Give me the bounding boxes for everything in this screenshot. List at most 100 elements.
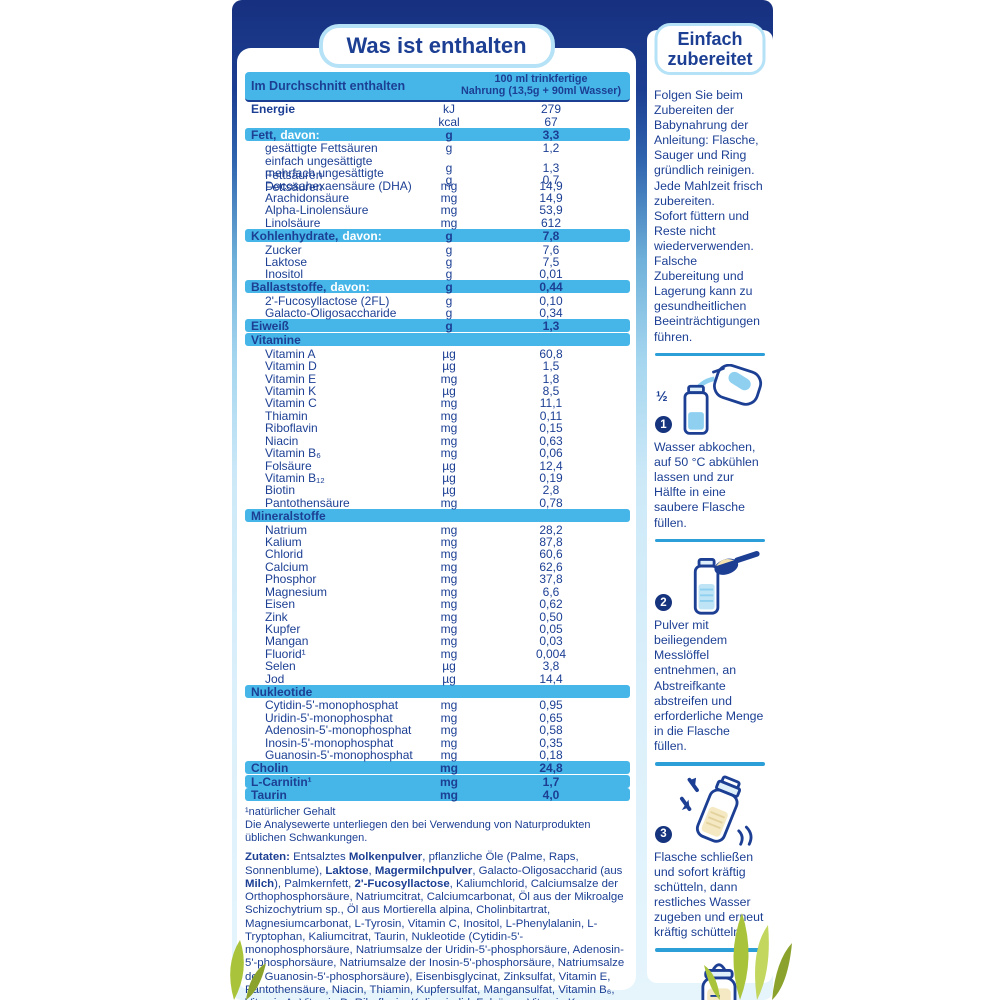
nutrition-row: 2'-Fucosyllactose (2FL) g 0,10 <box>245 294 630 308</box>
half-quantity-badge: ½ <box>656 388 668 405</box>
preparation-title-pill: Einfach zubereitet <box>654 23 766 75</box>
nutrient-value: 0,19 <box>539 471 563 486</box>
nutrient-label: Calcium <box>265 559 309 574</box>
nutrient-value: 53,9 <box>539 203 563 218</box>
nutrient-label: Eisen <box>265 597 296 612</box>
nutrient-value: 0,11 <box>539 408 563 423</box>
nutrient-value: 1,5 <box>542 359 560 374</box>
nutrition-row: Kupfer mg 0,05 <box>245 622 630 636</box>
nutrient-unit: mg <box>440 371 458 386</box>
nutrition-row: Phosphor mg 37,8 <box>245 572 630 587</box>
nutrient-unit: mg <box>440 408 458 423</box>
nutrition-row: Magnesium mg 6,6 <box>245 584 630 599</box>
nutrient-unit: µg <box>442 346 456 361</box>
nutrient-unit: mg <box>440 433 458 448</box>
nutrient-unit: mg <box>440 735 458 750</box>
nutrition-row: Calcium mg 62,6 <box>245 559 630 574</box>
intro-paragraph: Sofort füttern und Reste nicht wiederver… <box>654 208 754 253</box>
nutrient-label: Taurin <box>251 788 287 803</box>
nutrient-value: 62,6 <box>539 559 563 574</box>
nutrition-row: Docosahexaensäure (DHA) mg 14,9 <box>245 179 630 193</box>
nutrition-row: Vitamin D µg 1,5 <box>245 359 630 374</box>
footnote-analysis: Die Analysewerte unterliegen den bei Ver… <box>245 819 591 845</box>
nutrition-row: L-Carnitin¹ mg 1,7 <box>245 774 630 789</box>
nutrient-unit: mg <box>440 191 458 205</box>
nutrient-label: L-Carnitin¹ <box>251 774 312 789</box>
nutrient-value: 2,8 <box>542 483 560 498</box>
nutrition-row: Thiamin mg 0,11 <box>245 408 630 423</box>
nutrient-value: 612 <box>540 215 562 230</box>
nutrition-row: Zucker g 7,6 <box>245 243 630 257</box>
nutrition-row: Fett, davon: g 3,3 <box>245 127 630 142</box>
nutrient-label: Magnesium <box>265 584 328 599</box>
nutrient-unit: mg <box>440 215 458 230</box>
nutrient-value: 0,58 <box>539 723 563 738</box>
preparation-panel: Einfach zubereitet Folgen Sie beim Zuber… <box>647 23 773 1000</box>
nutrition-row: Niacin mg 0,63 <box>245 433 630 448</box>
nutrient-label: Eiweiß <box>251 319 290 334</box>
nutrient-label: Biotin <box>265 483 296 498</box>
nutrition-row: Vitamin B₆ mg 0,06 <box>245 446 630 461</box>
nutrition-row: kcal 67 <box>245 114 630 129</box>
nutrient-value: 24,8 <box>539 761 563 776</box>
nutrient-unit: kcal <box>438 114 460 129</box>
ingredient-bold: Zutaten: <box>245 851 294 864</box>
nutrient-label: Phosphor <box>265 572 317 587</box>
nutrient-unit: g <box>445 160 453 175</box>
nutrient-value: 60,6 <box>539 547 563 562</box>
section-divider <box>655 538 765 543</box>
nutrient-unit: g <box>445 319 453 334</box>
table-header-right-line2: Nahrung (13,5g + 90ml Wasser) <box>460 84 622 97</box>
section-divider <box>655 948 765 952</box>
davon-suffix: davon: <box>330 280 370 295</box>
nutrition-title-pill: Was ist enthalten <box>318 24 555 68</box>
nutrition-row: mehrfach ungesättigte Fettsäuren g 0,7 <box>245 166 630 194</box>
nutrient-value: 1,7 <box>542 774 560 789</box>
preparation-step-2: 2 Pulver mit beiliegendem Messlöffel ent… <box>654 550 766 754</box>
nutrient-value: 3,8 <box>542 659 560 674</box>
nutrition-row: Vitamin E mg 1,8 <box>245 371 630 386</box>
davon-suffix: davon: <box>280 127 320 142</box>
bottle-with-measuring-spoon-icon: 2 <box>654 550 766 618</box>
nutrient-unit: g <box>445 141 453 156</box>
nutrient-unit: mg <box>440 446 458 461</box>
nutrient-value: 0,62 <box>539 597 563 612</box>
nutrient-label: Vitamin C <box>265 396 317 411</box>
nutrient-unit: g <box>445 228 453 243</box>
nutrient-label: Niacin <box>265 433 299 448</box>
nutrient-value: 0,78 <box>539 495 563 510</box>
nutrient-unit: mg <box>440 522 458 537</box>
nutrition-row: Cholin mg 24,8 <box>245 761 630 776</box>
nutrient-value: 0,34 <box>539 306 563 321</box>
step-text: Flasche schließen und sofort kräftig sch… <box>654 849 764 939</box>
ingredient-text: , pflanzliche Öle (Palme, Raps, Sonnenbl… <box>245 851 579 877</box>
nutrient-value: 37,8 <box>539 572 563 587</box>
nutrient-unit: g <box>445 254 453 269</box>
nutrient-value: 0,004 <box>535 646 567 661</box>
nutrient-label: Jod <box>265 671 285 686</box>
nutrition-row: Eiweiß g 1,3 <box>245 319 630 334</box>
nutrient-label: Linolsäure <box>265 215 321 230</box>
nutrient-value: 0,10 <box>539 294 563 308</box>
nutrient-label: Uridin-5'-monophosphat <box>265 710 393 725</box>
nutrition-row: Mangan mg 0,03 <box>245 634 630 648</box>
nutrient-value: 28,2 <box>539 522 563 537</box>
footnotes: ¹natürlicher Gehalt Die Analysewerte unt… <box>245 806 630 845</box>
nutrient-label: mehrfach ungesättigte Fettsäuren <box>265 166 384 195</box>
nutrient-value: 1,8 <box>542 371 560 386</box>
nutrition-row: Uridin-5'-monophosphat mg 0,65 <box>245 710 630 725</box>
nutrient-value: 1,2 <box>542 141 560 156</box>
nutrient-unit: g <box>445 173 453 188</box>
preparation-step-1: ½ 1 Wasser abkochen, auf 50 °C abkühlen … <box>654 364 766 531</box>
preparation-title-line1: Einfach <box>677 29 743 49</box>
nutrient-unit: mg <box>440 203 458 218</box>
nutrition-row: Vitamine <box>245 333 630 347</box>
nutrition-row: Ballaststoffe, davon: g 0,44 <box>245 280 630 295</box>
nutrient-label: Zink <box>265 609 288 624</box>
ingredient-text: ), Palmkernfett, <box>274 877 355 890</box>
step-number-badge: 2 <box>655 594 672 612</box>
nutrient-value: 0,65 <box>539 710 563 725</box>
nutrient-label: Vitamin B₁₂ <box>265 471 325 486</box>
nutrient-value: 7,8 <box>542 228 560 243</box>
nutrient-unit: mg <box>440 761 458 776</box>
